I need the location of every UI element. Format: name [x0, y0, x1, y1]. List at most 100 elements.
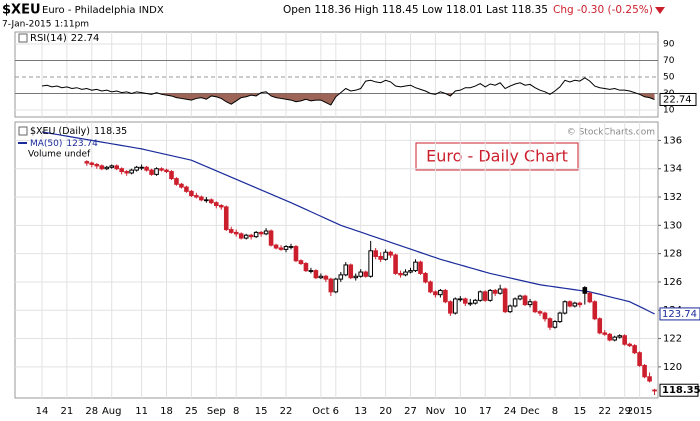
x-tick-label: 11 [135, 406, 148, 417]
candle-body [194, 195, 199, 198]
candle-body [592, 301, 598, 320]
candle-body [522, 295, 528, 306]
candle-body [512, 298, 518, 307]
candle-body [174, 178, 179, 185]
candle-body [169, 171, 174, 180]
candle-body [443, 289, 448, 303]
annotation: Euro - Daily Chart [426, 147, 568, 166]
candle-body [428, 281, 433, 293]
candle-body [303, 263, 309, 272]
candle-body [293, 246, 299, 262]
x-tick-label: 17 [479, 406, 492, 417]
rsi-end-box [659, 92, 697, 106]
candle-body [602, 332, 608, 335]
candle-body [214, 202, 219, 207]
candle-body [179, 183, 184, 188]
candle-body [413, 261, 418, 272]
x-tick-label: 6 [333, 406, 339, 417]
candle-body [383, 251, 388, 260]
candle-body [258, 231, 264, 235]
x-tick-label: 15 [573, 406, 586, 417]
candle-body [343, 264, 349, 276]
candle-body [482, 291, 488, 301]
candle-body [627, 343, 632, 347]
x-tick-label: 18 [160, 406, 173, 417]
candle-body [527, 301, 533, 306]
rsi-tick-label: 50 [663, 72, 675, 82]
candle-body [622, 335, 627, 345]
x-tick-label: 22 [280, 406, 293, 417]
x-tick-label: 21 [61, 406, 74, 417]
candle-body [637, 352, 642, 366]
candle-body [398, 272, 403, 276]
candle-body [104, 166, 110, 170]
rsi-area [42, 93, 655, 106]
ma-legend: MA(50) 123.74 [30, 139, 98, 149]
ma-legend-value: 123.74 [66, 139, 98, 149]
candle-body [552, 321, 558, 328]
candle-body [233, 231, 239, 235]
rsi-tick-label: 70 [663, 56, 675, 66]
credit: © StockCharts.com [567, 128, 655, 138]
x-tick-label: 22 [598, 406, 611, 417]
candle-body [632, 345, 637, 354]
candle-body [612, 336, 618, 341]
candle-body [348, 264, 354, 279]
candle-body [114, 165, 120, 170]
y-tick-label: 134 [663, 164, 682, 175]
x-tick-label: 28 [85, 406, 98, 417]
rsi-tick-label: 10 [663, 105, 675, 115]
candle-body [537, 311, 543, 314]
candle-body [368, 250, 373, 277]
candle-body [253, 231, 259, 238]
x-tick-label: 24 [504, 406, 517, 417]
candle-body [547, 318, 553, 328]
candle-body [139, 166, 144, 169]
candle-body [423, 272, 428, 283]
candle-body [652, 389, 657, 392]
rsi-panel [14, 31, 659, 118]
candle-body [607, 333, 613, 341]
candle-body [338, 274, 344, 280]
ma-legend-name: MA(50) [30, 139, 62, 149]
candle-body [408, 270, 413, 273]
y-tick-label: 132 [663, 192, 682, 203]
candle-body [388, 251, 393, 256]
candle-body [89, 162, 95, 165]
candle-body [487, 289, 493, 301]
candle-body [502, 288, 508, 313]
price-end-box [659, 383, 699, 397]
candle-body [204, 199, 209, 202]
ma-line [41, 131, 655, 315]
x-tick-label: Oct [312, 406, 329, 417]
candle-body [129, 169, 134, 174]
rsi-legend-icon [18, 33, 28, 43]
candle-body [318, 275, 324, 279]
candle-body [418, 261, 423, 274]
x-tick-label: 14 [36, 406, 49, 417]
price-panel [14, 121, 659, 399]
candle-body [199, 196, 204, 201]
candle-body [497, 288, 503, 294]
candle-body [453, 298, 458, 314]
y-tick-label: 122 [663, 334, 682, 345]
candle-body [268, 230, 274, 246]
ma-end-box [659, 307, 700, 321]
price-legend-name: $XEU (Daily) [30, 126, 90, 137]
price-legend-icon [18, 126, 28, 136]
candle-body [228, 229, 234, 233]
candle-body [273, 244, 279, 249]
rsi-legend: RSI(14) 22.74 [30, 33, 99, 44]
x-tick-label: 25 [185, 406, 198, 417]
rsi-legend-value: 22.74 [71, 33, 100, 44]
candle-body [467, 302, 473, 305]
y-tick-label: 120 [663, 362, 682, 373]
candle-body [647, 376, 652, 382]
change: Chg -0.30 (-0.25%) [553, 4, 653, 16]
candle-body [542, 312, 548, 320]
candle-body [144, 166, 149, 171]
volume-label: Volume undef [28, 150, 91, 160]
rsi-line [41, 77, 655, 106]
x-tick-label: 29 [618, 406, 631, 417]
